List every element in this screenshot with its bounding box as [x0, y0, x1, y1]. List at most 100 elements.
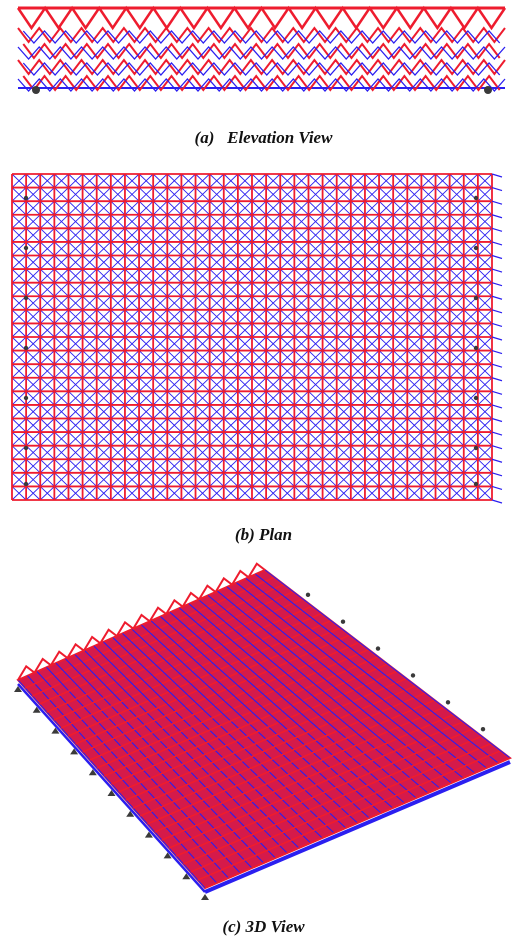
plan-brace — [449, 377, 465, 392]
plan-brace — [195, 336, 210, 351]
plan-brace — [336, 241, 352, 256]
plan-brace — [54, 431, 69, 447]
plan-brace — [364, 214, 380, 229]
plan-brace — [96, 350, 112, 365]
support-node-right — [484, 86, 492, 94]
plan-brace — [25, 445, 41, 460]
plan-brace — [68, 363, 83, 379]
plan-brace — [350, 458, 366, 474]
plan-brace — [265, 255, 281, 270]
plan-brace — [392, 227, 408, 243]
plan-brace — [350, 390, 366, 406]
plan-brace — [251, 336, 267, 351]
plan-brace — [449, 363, 465, 379]
plan-brace — [54, 472, 69, 487]
plan-brace — [181, 173, 196, 188]
plan-brace — [265, 214, 281, 229]
plan-brace — [39, 255, 55, 270]
plan-brace — [435, 377, 450, 392]
3d-grid-line — [207, 594, 440, 789]
plan-brace — [435, 350, 450, 365]
3d-grid-line — [168, 721, 464, 849]
plan-edge-support — [491, 390, 503, 395]
plan-brace — [223, 323, 239, 338]
plan-brace — [251, 173, 267, 188]
plan-brace — [336, 227, 352, 243]
plan-brace — [378, 200, 394, 216]
plan-brace — [463, 486, 479, 501]
3d-grid-line — [125, 677, 407, 801]
plan-brace — [195, 241, 210, 256]
plan-brace — [378, 431, 394, 447]
plan-brace — [322, 390, 338, 406]
plan-edge-support — [491, 282, 503, 287]
plan-brace — [322, 173, 338, 188]
plan-brace — [294, 458, 309, 474]
plan-brace — [265, 282, 281, 297]
plan-brace — [181, 390, 196, 406]
plan-brace — [336, 200, 352, 216]
plan-brace — [195, 255, 210, 270]
plan-brace — [124, 323, 140, 338]
plan-brace — [11, 336, 27, 351]
plan-brace — [463, 418, 479, 433]
plan-brace — [279, 323, 295, 338]
plan-brace — [421, 323, 436, 338]
plan-edge-support — [491, 309, 503, 314]
plan-brace — [209, 458, 225, 474]
plan-brace — [138, 187, 154, 202]
plan-brace — [336, 323, 352, 338]
plan-brace — [449, 200, 465, 216]
plan-brace — [435, 187, 450, 202]
plan-brace — [25, 173, 41, 188]
plan-brace — [195, 431, 210, 447]
3d-top-edge-truss — [17, 562, 266, 681]
plan-brace — [364, 404, 380, 419]
plan-brace — [209, 309, 225, 324]
plan-brace — [378, 458, 394, 474]
plan-brace — [265, 187, 281, 202]
plan-brace — [124, 336, 140, 351]
plan-brace — [124, 377, 140, 392]
plan-brace — [68, 445, 83, 460]
3d-support-node — [410, 673, 416, 678]
plan-brace — [25, 268, 41, 284]
3d-grid-line — [245, 578, 487, 769]
plan-brace — [322, 486, 338, 501]
plan-brace — [237, 200, 253, 216]
plan-brace — [406, 418, 422, 433]
plan-brace — [223, 350, 239, 365]
plan-brace — [279, 363, 295, 379]
plan-brace — [82, 309, 98, 324]
plan-brace — [237, 241, 253, 256]
plan-brace — [110, 323, 126, 338]
plan-brace — [406, 227, 422, 243]
plan-brace — [138, 458, 154, 474]
plan-brace — [449, 282, 465, 297]
plan-brace — [54, 227, 69, 243]
plan-brace — [96, 241, 112, 256]
plan-support-node — [473, 345, 479, 351]
plan-brace — [82, 390, 98, 406]
plan-brace — [308, 404, 323, 419]
plan-brace — [110, 350, 126, 365]
plan-brace — [406, 472, 422, 487]
plan-brace — [138, 255, 154, 270]
plan-brace — [96, 282, 112, 297]
plan-brace — [181, 363, 196, 379]
plan-edge-support — [491, 431, 503, 436]
plan-brace — [166, 214, 182, 229]
plan-brace — [279, 241, 295, 256]
plan-support-node — [23, 395, 29, 401]
plan-brace — [39, 187, 55, 202]
plan-brace — [421, 418, 436, 433]
plan-brace — [463, 268, 479, 284]
3d-left-edge — [17, 683, 206, 893]
plan-brace — [68, 404, 83, 419]
plan-brace — [322, 187, 338, 202]
plan-brace — [223, 363, 239, 379]
plan-brace — [406, 268, 422, 284]
plan-brace — [54, 458, 69, 474]
plan-brace — [477, 200, 493, 216]
plan-brace — [322, 255, 338, 270]
